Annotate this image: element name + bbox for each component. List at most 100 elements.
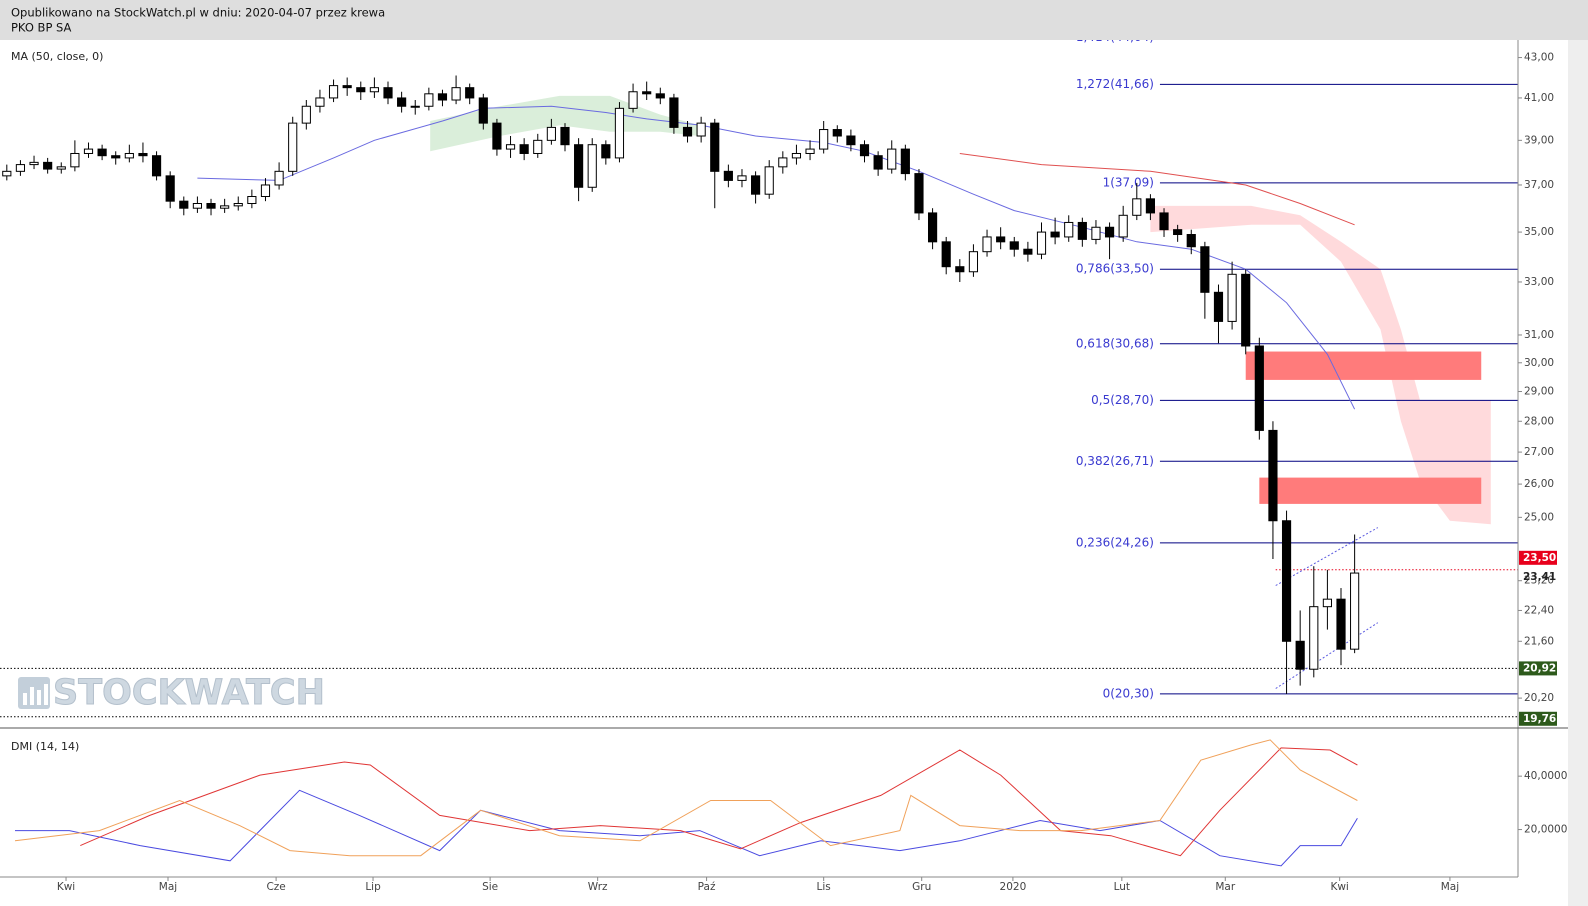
candle-body: [914, 173, 924, 214]
watermark-icon-bar: [30, 687, 34, 705]
candle-body: [247, 196, 257, 205]
zone: [1259, 477, 1482, 504]
channel-line: [1275, 527, 1379, 586]
dmi-panel: [14, 739, 1358, 867]
candle-body: [301, 105, 311, 124]
candle-body: [369, 87, 379, 93]
candle-body: [1322, 598, 1332, 608]
fib-label: 1,272(41,66): [1076, 77, 1154, 91]
candle-body: [642, 91, 652, 95]
candle-body: [751, 175, 761, 195]
channel-line: [1275, 622, 1379, 689]
candle-body: [124, 152, 134, 159]
candle-body: [968, 251, 979, 273]
candle-body: [941, 241, 951, 268]
price-tag: [1519, 661, 1557, 676]
candle-body: [356, 87, 366, 93]
ma-line: [197, 105, 1356, 410]
candle-body: [492, 122, 502, 150]
dmi-indicator-label: DMI (14, 14): [11, 740, 79, 753]
price-tag-label: 20,92: [1523, 662, 1556, 674]
y-tick-label: 43,00: [1524, 52, 1554, 64]
candle-body: [682, 126, 693, 137]
candle-body: [111, 155, 121, 159]
candle-body: [900, 148, 910, 175]
x-tick-label: Mar: [1215, 881, 1235, 893]
candle-body: [805, 148, 815, 154]
candle-body: [15, 164, 26, 172]
candle-body: [1268, 429, 1278, 522]
header-subtitle: PKO BP SA: [11, 21, 72, 35]
fib-label: 0,618(30,68): [1076, 336, 1154, 350]
candle-body: [383, 87, 393, 99]
candle-body: [723, 170, 733, 181]
axes: 43,00 41,00 39,00 37,00 35,00 33,00 31,00 30,00…: [0, 40, 1568, 893]
candle-body: [1350, 572, 1360, 650]
candle-body: [669, 97, 679, 128]
y-tick-label: 25,00: [1524, 511, 1554, 523]
candle-body: [1241, 273, 1251, 347]
price-tag: [1519, 711, 1557, 726]
candle-body: [1295, 640, 1305, 670]
candle-body: [519, 144, 529, 154]
candle-body: [859, 144, 870, 157]
candle-body: [1064, 221, 1074, 238]
candle-body: [601, 144, 611, 159]
candle-body: [710, 122, 720, 172]
candle-body: [982, 236, 992, 253]
candle-body: [260, 184, 271, 198]
x-tick-label: Maj: [1441, 881, 1459, 893]
x-tick-label: Lut: [1114, 881, 1130, 893]
x-tick-label: Kwi: [57, 881, 75, 893]
fib-label: 1,414(44,04): [1076, 30, 1154, 44]
watermark: STOCKWATCH: [18, 673, 325, 714]
x-tick-label: Lip: [365, 881, 381, 893]
y-tick-label: 28,00: [1524, 415, 1554, 427]
y-tick-label: 40,0000: [1524, 770, 1567, 782]
candle-body: [151, 155, 162, 177]
candle-body: [424, 93, 434, 107]
candle-body: [587, 144, 597, 188]
candle-body: [342, 85, 352, 89]
dmi-line: [15, 789, 1358, 867]
candle-body: [1036, 231, 1047, 255]
candle-body: [179, 200, 189, 209]
candle-body: [574, 144, 584, 188]
candle-body: [43, 161, 53, 170]
candle-body: [1159, 212, 1169, 231]
candle-body: [1213, 291, 1224, 322]
candle-body: [764, 166, 774, 195]
fib-label: 0,382(26,71): [1076, 454, 1154, 468]
price-tag-label: 23,41: [1523, 571, 1556, 583]
y-tick-label: 27,00: [1524, 446, 1554, 458]
candle-body: [1050, 231, 1060, 238]
fib-label: 1(37,09): [1103, 175, 1154, 189]
header-title: Opublikowano na StockWatch.pl w dniu: 20…: [11, 6, 385, 20]
dmi-line: [80, 747, 1358, 857]
candle-body: [614, 107, 625, 159]
candle-body: [819, 129, 829, 150]
candle-body: [206, 203, 216, 209]
candle-body: [451, 87, 461, 101]
candle-body: [83, 148, 94, 154]
candle-body: [1009, 241, 1019, 250]
y-tick-label: 33,00: [1524, 276, 1554, 288]
candle-body: [778, 157, 788, 168]
candle-body: [546, 126, 556, 141]
candle-body: [873, 155, 883, 170]
candle-body: [70, 152, 80, 168]
fib-label: 0,5(28,70): [1091, 393, 1154, 407]
x-tick-label: Lis: [817, 881, 831, 893]
candle-body: [696, 122, 706, 137]
price-tag-label: 23,50: [1523, 552, 1556, 564]
candle-body: [1186, 234, 1196, 248]
candle-body: [996, 236, 1006, 243]
candle-body: [397, 97, 407, 107]
candle-body: [791, 152, 802, 159]
candle-body: [138, 152, 148, 157]
candle-body: [1118, 214, 1128, 238]
watermark-icon-bar: [37, 690, 41, 705]
candle-body: [437, 93, 448, 101]
candle-body: [927, 212, 938, 243]
